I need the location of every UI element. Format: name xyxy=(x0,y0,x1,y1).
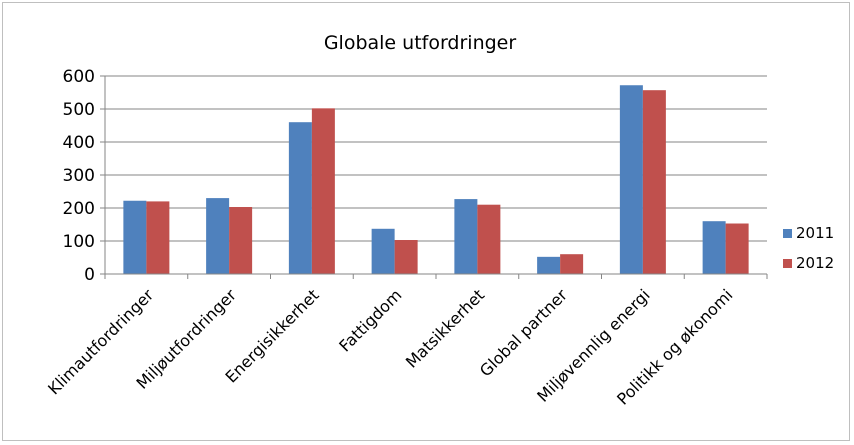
y-tick-label: 100 xyxy=(63,232,95,252)
axes xyxy=(100,75,768,279)
bar-2011-1 xyxy=(206,198,230,274)
y-tick-label: 600 xyxy=(63,67,95,87)
bar-2011-5 xyxy=(537,256,561,274)
bar-2011-3 xyxy=(371,228,395,274)
legend-swatch-2012 xyxy=(783,259,792,268)
chart-title: Globale utfordringer xyxy=(324,32,517,54)
bar-2012-1 xyxy=(229,207,253,274)
legend-label-2012: 2012 xyxy=(796,254,834,272)
bar-2011-6 xyxy=(619,85,643,275)
bar-2012-7 xyxy=(725,223,749,274)
bars xyxy=(123,85,749,275)
bar-2012-6 xyxy=(642,90,666,274)
bar-2012-4 xyxy=(477,204,501,274)
legend: 2011 2012 xyxy=(783,224,834,272)
bar-2012-5 xyxy=(560,254,584,274)
y-tick-label: 200 xyxy=(63,199,95,219)
y-tick-labels: 0 100 200 300 400 500 600 xyxy=(63,67,95,285)
x-tick-label: Matsikkerhet xyxy=(402,285,488,371)
bar-2011-4 xyxy=(454,199,478,274)
y-tick-label: 400 xyxy=(63,133,95,153)
bar-2011-7 xyxy=(702,221,726,274)
legend-swatch-2011 xyxy=(783,229,792,238)
bar-2011-2 xyxy=(288,122,312,274)
gridlines xyxy=(105,75,767,242)
y-tick-label: 500 xyxy=(63,100,95,120)
y-tick-label: 0 xyxy=(84,265,95,285)
legend-label-2011: 2011 xyxy=(796,224,834,242)
y-tick-label: 300 xyxy=(63,166,95,186)
x-tick-label: Fattigdom xyxy=(335,285,405,355)
bar-2012-2 xyxy=(311,108,335,274)
bar-2011-0 xyxy=(123,200,147,274)
x-tick-label: Global partner xyxy=(476,285,571,380)
bar-2012-0 xyxy=(146,201,170,274)
x-tick-labels: KlimautfordringerMiljøutfordringerEnergi… xyxy=(44,285,736,409)
bar-2012-3 xyxy=(394,240,418,274)
